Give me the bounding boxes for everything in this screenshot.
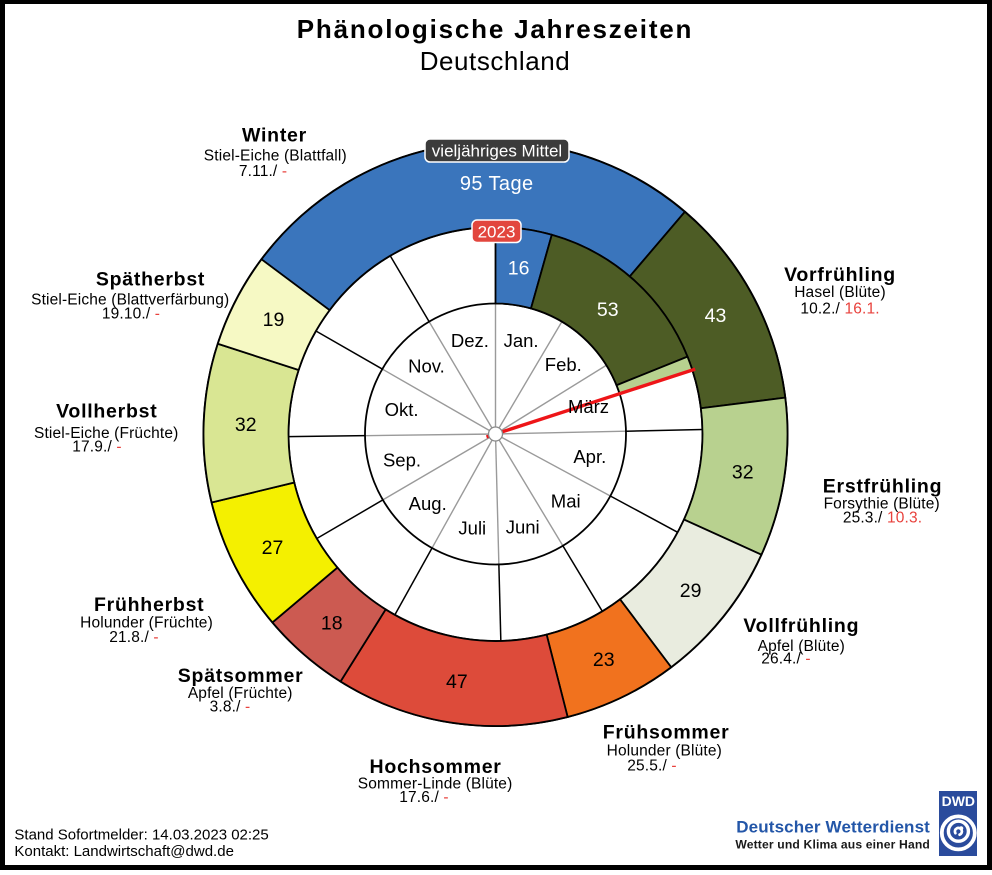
svg-text:Winter: Winter xyxy=(242,124,307,146)
svg-text:23: 23 xyxy=(593,649,615,671)
svg-text:Feb.: Feb. xyxy=(545,354,582,375)
svg-text:47: 47 xyxy=(446,671,468,693)
svg-text:16: 16 xyxy=(508,257,530,279)
svg-text:21.8./ -: 21.8./ - xyxy=(109,629,158,646)
svg-text:Kontakt: Landwirtschaft@dwd.de: Kontakt: Landwirtschaft@dwd.de xyxy=(14,843,234,860)
svg-text:43: 43 xyxy=(705,305,727,327)
svg-text:32: 32 xyxy=(732,461,754,483)
svg-text:17.9./ -: 17.9./ - xyxy=(72,439,121,456)
svg-text:Nov.: Nov. xyxy=(408,355,445,376)
svg-text:Deutscher Wetterdienst: Deutscher Wetterdienst xyxy=(736,817,930,836)
svg-text:Apfel (Früchte): Apfel (Früchte) xyxy=(188,685,293,702)
svg-text:Frühherbst: Frühherbst xyxy=(94,594,204,616)
svg-text:Sep.: Sep. xyxy=(383,450,421,471)
svg-text:95 Tage: 95 Tage xyxy=(460,173,534,195)
svg-text:18: 18 xyxy=(321,613,343,635)
svg-text:Apfel (Blüte): Apfel (Blüte) xyxy=(758,638,845,655)
svg-text:Vollfrühling: Vollfrühling xyxy=(743,615,859,637)
svg-text:Forsythie (Blüte): Forsythie (Blüte) xyxy=(824,495,940,512)
svg-text:März: März xyxy=(568,396,609,417)
svg-text:Dez.: Dez. xyxy=(451,330,489,351)
svg-text:17.6./ -: 17.6./ - xyxy=(399,789,448,806)
svg-text:Hasel (Blüte): Hasel (Blüte) xyxy=(794,284,886,301)
svg-text:Holunder (Blüte): Holunder (Blüte) xyxy=(607,742,722,759)
svg-text:Spätherbst: Spätherbst xyxy=(96,268,205,290)
svg-text:32: 32 xyxy=(235,414,257,436)
svg-text:25.5./ -: 25.5./ - xyxy=(627,758,676,775)
svg-text:Mai: Mai xyxy=(551,490,581,511)
svg-text:Deutschland: Deutschland xyxy=(420,46,571,76)
svg-text:27: 27 xyxy=(262,537,284,559)
svg-text:Aug.: Aug. xyxy=(409,493,447,514)
svg-text:Frühsommer: Frühsommer xyxy=(603,722,730,744)
svg-text:Stiel-Eiche (Blattverfärbung): Stiel-Eiche (Blattverfärbung) xyxy=(31,291,229,308)
svg-text:19: 19 xyxy=(263,309,285,331)
svg-text:Wetter und Klima aus einer Han: Wetter und Klima aus einer Hand xyxy=(735,838,930,852)
svg-text:Stiel-Eiche (Früchte): Stiel-Eiche (Früchte) xyxy=(34,425,178,442)
svg-text:Sommer-Linde (Blüte): Sommer-Linde (Blüte) xyxy=(358,775,513,792)
svg-text:Stiel-Eiche (Blattfall): Stiel-Eiche (Blattfall) xyxy=(204,147,347,164)
svg-text:7.11./ -: 7.11./ - xyxy=(239,163,287,180)
svg-text:Apr.: Apr. xyxy=(573,446,606,467)
svg-text:10.2./ 16.1.: 10.2./ 16.1. xyxy=(800,300,879,317)
svg-text:Phänologische Jahreszeiten: Phänologische Jahreszeiten xyxy=(297,14,693,44)
svg-text:53: 53 xyxy=(597,299,619,321)
svg-text:2023: 2023 xyxy=(478,223,516,242)
svg-text:26.4./ -: 26.4./ - xyxy=(761,651,810,668)
svg-text:29: 29 xyxy=(680,580,702,602)
svg-text:Stand Sofortmelder: 14.03.2023: Stand Sofortmelder: 14.03.2023 02:25 xyxy=(14,827,268,844)
svg-text:Holunder (Früchte): Holunder (Früchte) xyxy=(80,615,213,632)
svg-text:DWD: DWD xyxy=(942,793,975,809)
svg-text:Juni: Juni xyxy=(506,517,540,538)
svg-text:Spätsommer: Spätsommer xyxy=(178,665,304,687)
svg-text:Juli: Juli xyxy=(458,518,486,539)
svg-text:3.8./ -: 3.8./ - xyxy=(210,698,251,715)
svg-text:Jan.: Jan. xyxy=(504,330,539,351)
svg-text:Hochsommer: Hochsommer xyxy=(370,756,502,778)
svg-text:25.3./ 10.3.: 25.3./ 10.3. xyxy=(843,510,922,527)
svg-text:19.10./ -: 19.10./ - xyxy=(102,306,160,323)
svg-text:Vorfrühling: Vorfrühling xyxy=(784,264,896,286)
svg-text:Vollherbst: Vollherbst xyxy=(56,401,157,423)
svg-text:Erstfrühling: Erstfrühling xyxy=(823,476,943,498)
svg-text:vieljähriges Mittel: vieljähriges Mittel xyxy=(432,142,562,161)
svg-text:Okt.: Okt. xyxy=(385,399,419,420)
